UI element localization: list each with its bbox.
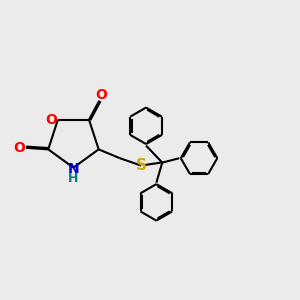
Text: O: O bbox=[95, 88, 107, 102]
Text: S: S bbox=[136, 158, 146, 173]
Text: O: O bbox=[46, 113, 57, 127]
Text: H: H bbox=[68, 172, 79, 185]
Text: O: O bbox=[14, 141, 26, 155]
Text: N: N bbox=[68, 162, 79, 176]
